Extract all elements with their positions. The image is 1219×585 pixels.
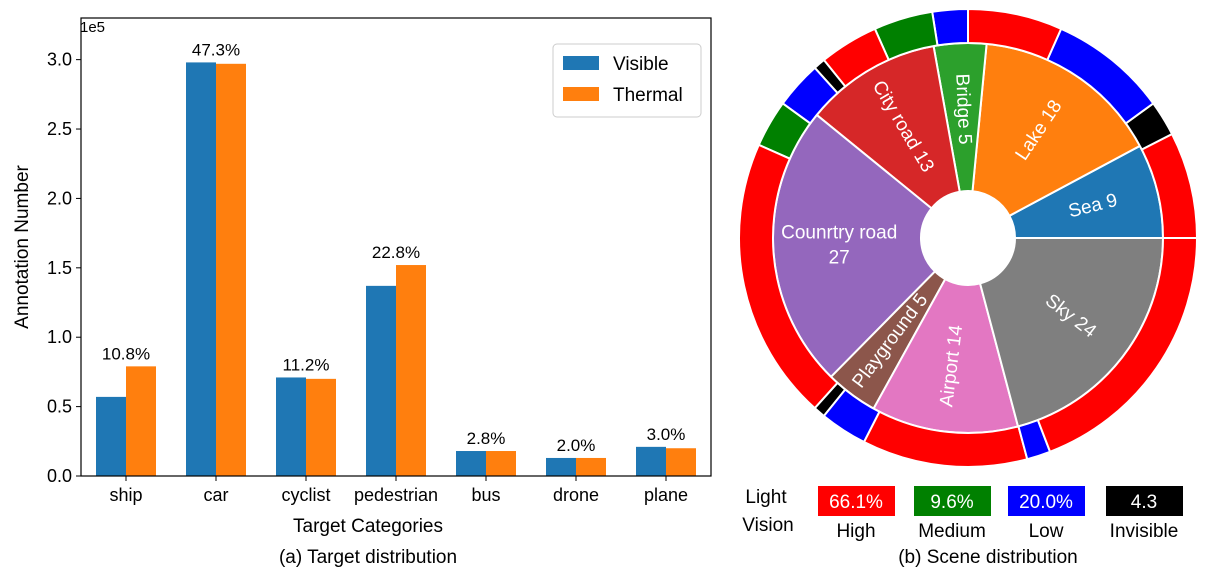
data-label-bus: 2.8% <box>467 429 506 448</box>
x-tick-label-car: car <box>203 485 228 505</box>
data-label-cyclist: 11.2% <box>283 355 330 374</box>
bar-visible-cyclist <box>276 377 306 476</box>
bar-thermal-car <box>216 63 246 477</box>
y-tick-label: 1.5 <box>47 258 72 278</box>
x-axis-label: Target Categories <box>293 516 443 537</box>
y-tick-label: 2.0 <box>47 188 72 208</box>
slice-label-counrtry-road-27: Counrtry road 27 <box>781 223 897 269</box>
legend-swatch-visible <box>563 56 599 70</box>
data-label-car: 47.3% <box>192 40 240 59</box>
x-tick-label-pedestrian: pedestrian <box>354 485 438 505</box>
donut-hole <box>922 192 1014 284</box>
slice-label-bridge-5: Bridge 5 <box>951 73 975 145</box>
light-vision-title-line1: Light <box>745 487 787 508</box>
bar-thermal-drone <box>576 457 606 476</box>
caption-b: (b) Scene distribution <box>898 547 1078 568</box>
bar-visible-pedestrian <box>366 285 396 476</box>
legend-label-thermal: Thermal <box>613 85 683 106</box>
light-vision-title-line2: Vision <box>742 515 793 536</box>
bar-visible-bus <box>456 451 486 476</box>
legend-label-visible: Visible <box>613 54 669 75</box>
legend-name-low: Low <box>1029 521 1064 542</box>
x-tick-label-ship: ship <box>109 485 142 505</box>
legend-value-high: 66.1% <box>829 492 883 513</box>
data-label-drone: 2.0% <box>557 436 596 455</box>
bar-thermal-cyclist <box>306 378 336 476</box>
legend-box-high <box>818 486 895 516</box>
y-tick-label: 0.5 <box>47 397 72 417</box>
y-tick-label: 1.0 <box>47 327 72 347</box>
x-tick-label-drone: drone <box>553 485 599 505</box>
x-tick-label-plane: plane <box>644 485 688 505</box>
y-multiplier: 1e5 <box>80 19 105 36</box>
data-label-plane: 3.0% <box>647 425 686 444</box>
bar-plot-area: 0.0 0.5 1.0 1.5 2.0 2.5 3.0 ship 10.8% car 47.3% cy… <box>47 40 696 505</box>
legend-value-medium: 9.6% <box>930 492 973 513</box>
bar-thermal-ship <box>126 366 156 476</box>
plot-frame <box>80 17 712 477</box>
bar-visible-drone <box>546 457 576 476</box>
y-tick-label: 0.0 <box>47 466 72 486</box>
legend: Visible Thermal <box>552 43 702 118</box>
legend-name-high: High <box>836 521 875 542</box>
legend-name-medium: Medium <box>918 521 986 542</box>
data-label-ship: 10.8% <box>102 344 150 363</box>
legend-box-invisible <box>1106 486 1183 516</box>
bar-chart: 1e5 0.0 0.5 1.0 1.5 2.0 2.5 3.0 ship 10.8% car 47.… <box>12 17 712 568</box>
data-label-pedestrian: 22.8% <box>372 243 420 262</box>
bar-thermal-bus <box>486 451 516 476</box>
legend-box-medium <box>914 486 991 516</box>
legend-name-invisible: Invisible <box>1110 521 1179 542</box>
light-vision-legend: Light Vision 66.1% High 9.6% Medium 20.0… <box>742 486 1183 542</box>
y-tick-label: 3.0 <box>47 50 72 70</box>
bar-thermal-pedestrian <box>396 265 426 476</box>
bar-visible-car <box>186 62 216 477</box>
caption-a: (a) Target distribution <box>279 547 457 568</box>
outer-segment-high-15 <box>1036 237 1199 454</box>
legend-value-low: 20.0% <box>1019 492 1073 513</box>
bar-visible-ship <box>96 396 126 476</box>
y-axis-label: Annotation Number <box>12 164 33 328</box>
legend-swatch-thermal <box>563 87 599 101</box>
x-tick-label-cyclist: cyclist <box>282 485 331 505</box>
x-tick-label-bus: bus <box>471 485 500 505</box>
bar-visible-plane <box>636 446 666 476</box>
bar-thermal-plane <box>666 448 696 476</box>
legend-box-low <box>1008 486 1085 516</box>
legend-value-invisible: 4.3 <box>1131 492 1157 513</box>
y-tick-label: 2.5 <box>47 119 72 139</box>
